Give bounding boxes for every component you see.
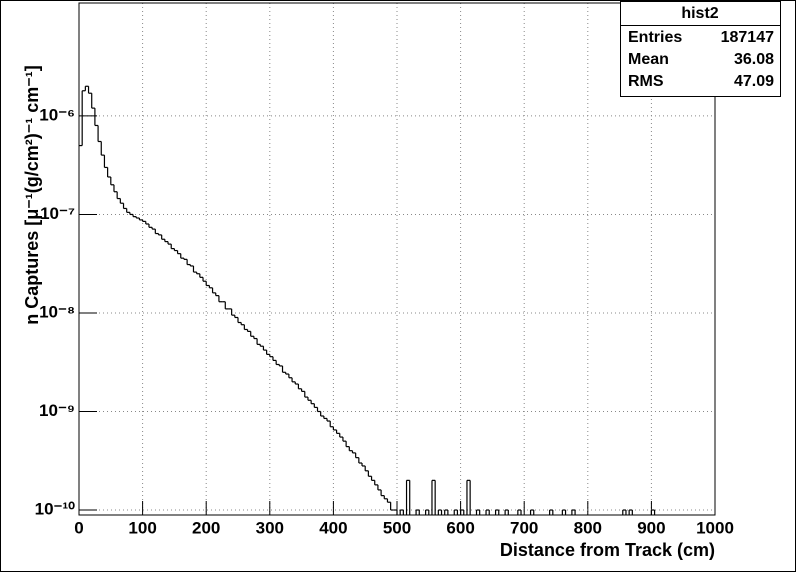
y-tick-label: 10⁻⁸ [39,302,75,321]
frame [78,2,716,516]
stats-frame [620,1,781,97]
stats-value: 187147 [721,29,774,46]
x-tick-label: 600 [446,518,474,537]
y-tick-label: 10⁻⁷ [40,204,75,223]
stats-box: hist2 Entries 187147 Mean 36.08 RMS 47.09 [620,1,781,97]
x-tick-label: 200 [192,518,220,537]
x-tick-label: 400 [319,518,347,537]
y-tick-label: 10⁻⁹ [39,401,75,420]
plot-area [78,2,716,516]
y-axis-title: n Captures [μ⁻¹(g/cm²)⁻¹ cm⁻¹] [22,65,42,325]
x-tick-label: 800 [574,518,602,537]
y-tick-label: 10⁻⁶ [39,105,75,124]
x-tick-label: 300 [256,518,284,537]
x-tick-label: 700 [510,518,538,537]
x-tick-label: 100 [128,518,156,537]
y-tick-label: 10⁻¹⁰ [35,499,76,518]
x-tick-label: 500 [383,518,411,537]
stats-label: Mean [628,51,669,68]
x-tick-label: 1000 [696,518,734,537]
stats-label: RMS [628,73,664,90]
stats-value: 36.08 [734,51,774,68]
stats-title: hist2 [681,5,718,22]
x-tick-label: 0 [74,518,83,537]
stats-value: 47.09 [734,73,774,90]
x-axis-title: Distance from Track (cm) [500,540,715,560]
x-tick-label: 900 [637,518,665,537]
stats-label: Entries [628,29,682,46]
